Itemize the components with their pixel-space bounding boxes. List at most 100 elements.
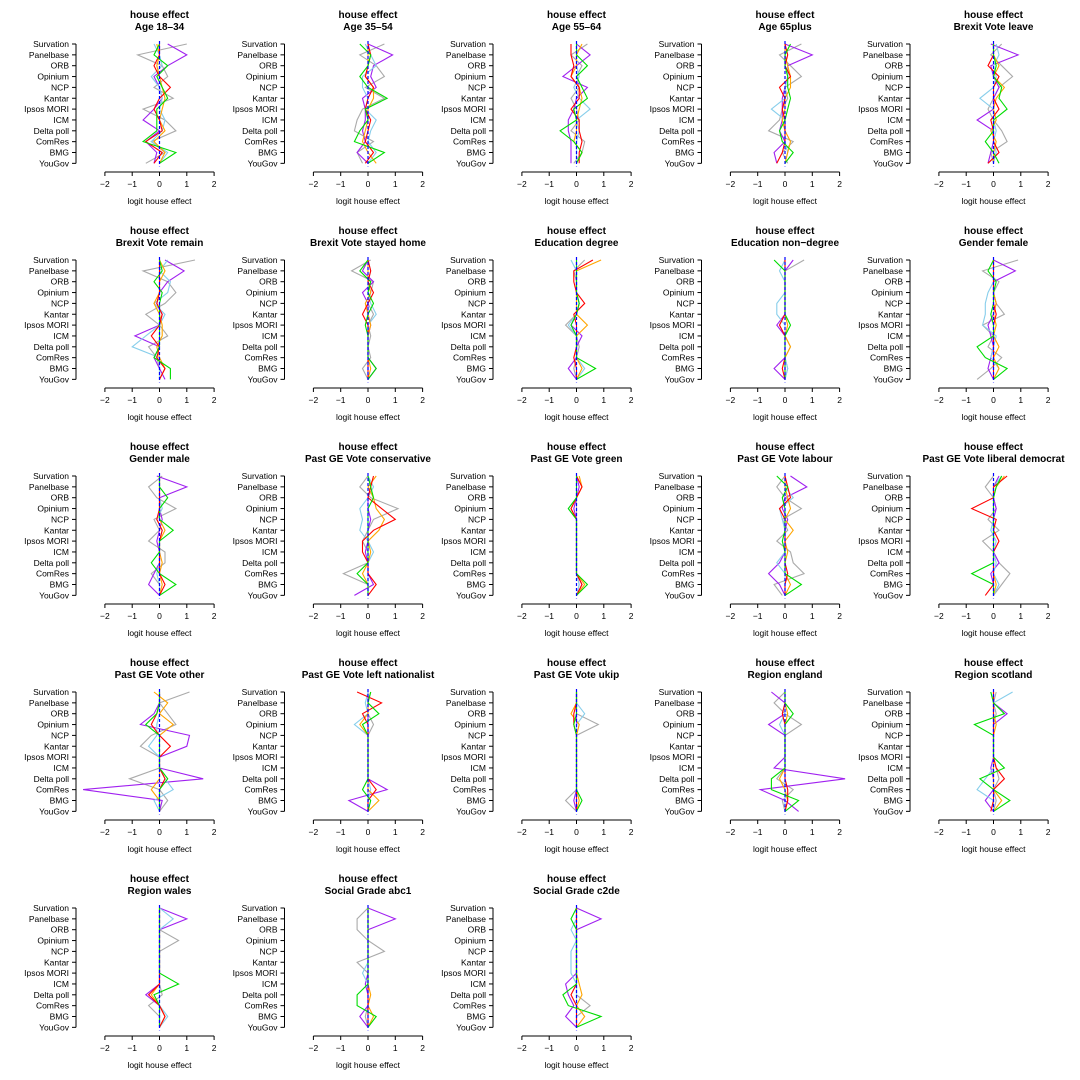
y-tick-label: Ipsos MORI — [441, 320, 486, 330]
series-line — [984, 44, 1008, 164]
y-tick-label: Delta poll — [868, 558, 904, 568]
x-tick-label: 0 — [366, 611, 371, 621]
x-tick-label: 0 — [574, 611, 579, 621]
y-tick-label: Panelbase — [237, 698, 277, 708]
x-tick-label: 1 — [1018, 395, 1023, 405]
y-tick-label: Ipsos MORI — [233, 968, 278, 978]
panel-subtitle: Past GE Vote liberal democrat — [922, 454, 1065, 465]
series-line — [987, 43, 1014, 164]
x-tick-label: 1 — [601, 611, 606, 621]
y-tick-label: Kantar — [44, 93, 69, 103]
y-tick-label: Delta poll — [34, 126, 70, 136]
y-tick-label: BMG — [467, 148, 486, 158]
series-line — [141, 259, 196, 380]
x-tick-label: −2 — [517, 611, 527, 621]
y-tick-label: BMG — [675, 148, 694, 158]
series-line — [83, 692, 204, 812]
y-tick-label: Panelbase — [237, 50, 277, 60]
y-tick-label: Delta poll — [34, 774, 70, 784]
y-tick-label: YouGov — [665, 806, 696, 816]
y-tick-label: ORB — [468, 277, 487, 287]
x-tick-label: −1 — [336, 827, 346, 837]
y-tick-label: NCP — [260, 946, 278, 956]
y-tick-label: NCP — [260, 298, 278, 308]
series-line — [559, 44, 589, 164]
y-tick-label: Kantar — [44, 957, 69, 967]
y-tick-label: NCP — [51, 730, 69, 740]
series-line — [773, 43, 814, 164]
series-line — [142, 43, 188, 164]
y-tick-label: ICM — [470, 547, 486, 557]
x-tick-label: 0 — [157, 611, 162, 621]
y-tick-label: Opinium — [246, 72, 278, 82]
panel-subtitle: Past GE Vote ukip — [534, 670, 619, 681]
series-line — [131, 259, 172, 380]
y-tick-label: ComRes — [870, 785, 903, 795]
y-tick-label: ORB — [676, 277, 695, 287]
y-tick-label: Kantar — [878, 525, 903, 535]
y-tick-label: Panelbase — [863, 482, 903, 492]
y-tick-label: ORB — [885, 61, 904, 71]
x-tick-label: 0 — [574, 179, 579, 189]
y-tick-label: ORB — [51, 709, 70, 719]
y-tick-label: ORB — [676, 493, 695, 503]
panel-subtitle: Gender female — [959, 238, 1029, 249]
x-tick-label: 2 — [212, 611, 217, 621]
y-tick-label: ORB — [468, 61, 487, 71]
y-tick-label: Opinium — [37, 72, 69, 82]
x-tick-label: −1 — [961, 179, 971, 189]
y-tick-label: YouGov — [39, 158, 70, 168]
y-tick-label: ICM — [262, 115, 278, 125]
x-tick-label: −2 — [934, 827, 944, 837]
y-tick-label: NCP — [468, 514, 486, 524]
y-tick-label: Delta poll — [242, 342, 278, 352]
y-tick-label: Delta poll — [34, 990, 70, 1000]
y-tick-label: Delta poll — [659, 774, 695, 784]
y-tick-label: YouGov — [248, 1022, 279, 1032]
x-tick-label: 2 — [837, 179, 842, 189]
y-tick-label: ICM — [53, 331, 69, 341]
y-tick-label: Kantar — [669, 309, 694, 319]
y-tick-label: Ipsos MORI — [233, 104, 278, 114]
panel-title: house effect — [339, 442, 399, 453]
x-tick-label: −1 — [961, 395, 971, 405]
x-tick-label: −2 — [726, 395, 736, 405]
y-tick-label: NCP — [885, 730, 903, 740]
y-tick-label: ICM — [53, 547, 69, 557]
y-tick-label: ComRes — [36, 137, 69, 147]
y-tick-label: ICM — [679, 115, 695, 125]
x-tick-label: 0 — [574, 1043, 579, 1053]
y-tick-label: ComRes — [244, 1001, 277, 1011]
x-tick-label: 1 — [1018, 611, 1023, 621]
y-tick-label: ComRes — [244, 137, 277, 147]
y-tick-label: Opinium — [871, 288, 903, 298]
y-tick-label: ComRes — [36, 353, 69, 363]
y-tick-label: Survation — [867, 255, 903, 265]
y-tick-label: YouGov — [873, 158, 904, 168]
x-tick-label: −2 — [726, 179, 736, 189]
y-tick-label: NCP — [885, 514, 903, 524]
series-line — [575, 259, 602, 380]
y-tick-label: ORB — [468, 709, 487, 719]
x-axis-label: logit house effect — [127, 1060, 192, 1070]
y-tick-label: Kantar — [461, 741, 486, 751]
x-tick-label: −2 — [726, 611, 736, 621]
x-axis-label: logit house effect — [544, 412, 609, 422]
y-tick-label: Delta poll — [242, 126, 278, 136]
y-tick-label: Delta poll — [242, 990, 278, 1000]
panel-subtitle: Region wales — [128, 886, 192, 897]
y-tick-label: NCP — [677, 730, 695, 740]
x-axis-label: logit house effect — [127, 844, 192, 854]
y-tick-label: ComRes — [870, 569, 903, 579]
y-tick-label: Survation — [867, 471, 903, 481]
series-line — [367, 908, 375, 1028]
y-tick-label: Opinium — [663, 72, 695, 82]
panel-title: house effect — [756, 226, 816, 237]
x-tick-label: −1 — [127, 179, 137, 189]
y-tick-label: YouGov — [873, 374, 904, 384]
